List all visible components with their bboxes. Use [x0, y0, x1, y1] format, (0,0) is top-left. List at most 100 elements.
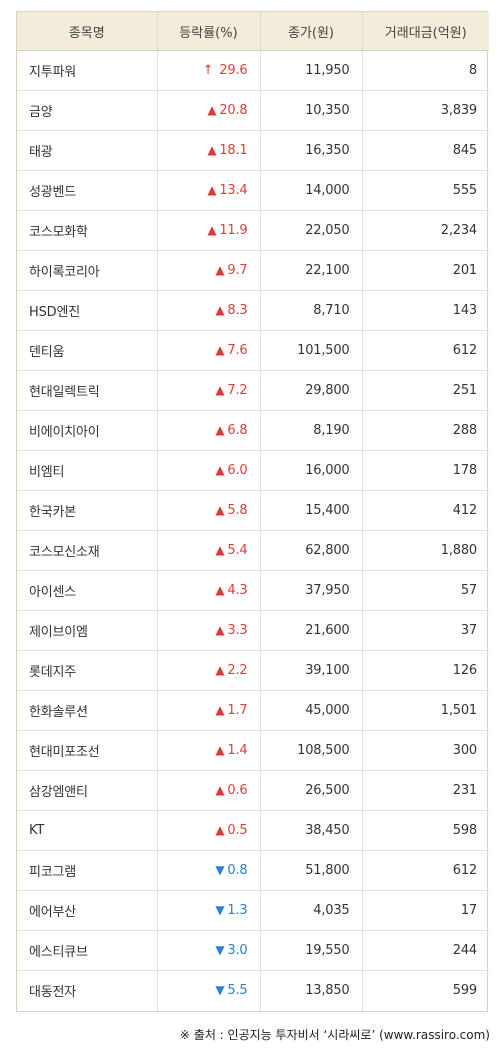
- up-triangle-icon: ▲: [215, 623, 225, 637]
- header-close: 종가(원): [259, 12, 362, 51]
- up-triangle-icon: ▲: [215, 503, 225, 517]
- change-value: 6.0: [227, 463, 248, 478]
- up-triangle-icon: ▲: [215, 263, 225, 277]
- change-value: 2.2: [227, 663, 248, 678]
- trade-volume: 1,501: [361, 690, 489, 731]
- trade-volume: 845: [361, 130, 489, 171]
- change-rate: ▲ 7.6: [156, 330, 260, 371]
- change-rate: ▲ 20.8: [156, 90, 260, 131]
- trade-volume: 598: [361, 810, 489, 851]
- change-value: 13.4: [219, 183, 248, 198]
- close-price: 45,000: [259, 690, 362, 731]
- stock-name: 한국카본: [17, 490, 157, 531]
- up-triangle-icon: ▲: [207, 183, 217, 197]
- stock-table-container: 종목명 등락률(%) 종가(원) 거래대금(억원) 지투파워 ↑ 29.6 11,95…: [16, 11, 489, 1012]
- table-row: 에어부산 ▼ 1.3 4,035 17: [17, 890, 489, 931]
- up-triangle-icon: ▲: [215, 303, 225, 317]
- up-triangle-icon: ▲: [207, 103, 217, 117]
- change-value: 5.5: [227, 983, 248, 999]
- change-rate: ▲ 8.3: [156, 290, 260, 331]
- stock-name: 하이록코리아: [17, 250, 157, 291]
- stock-name: 대동전자: [29, 985, 77, 1001]
- trade-volume: 37: [361, 610, 489, 651]
- up-triangle-icon: ▲: [215, 663, 225, 677]
- change-value: 0.6: [227, 783, 248, 798]
- change-value: 7.6: [227, 343, 248, 358]
- stock-name: 비엠티: [17, 450, 157, 491]
- table-row: 하이록코리아 ▲ 9.7 22,100 201: [17, 250, 489, 291]
- trade-volume: 3,839: [361, 90, 489, 131]
- change-rate: ▼ 5.5: [156, 970, 260, 1011]
- up-triangle-icon: ▲: [215, 703, 225, 717]
- stock-name: 현대일렉트릭: [17, 370, 157, 411]
- change-rate: ▲ 7.2: [156, 370, 260, 411]
- header-name: 종목명: [17, 12, 157, 51]
- table-row: 제이브이엠 ▲ 3.3 21,600 37: [17, 610, 489, 651]
- table-row: 코스모화학 ▲ 11.9 22,050 2,234: [17, 210, 489, 251]
- table-row: 현대미포조선 ▲ 1.4 108,500 300: [17, 730, 489, 771]
- change-rate: ↑ 29.6: [156, 50, 260, 91]
- change-value: 1.4: [227, 743, 248, 758]
- source-note: ※ 출처 : 인공지능 투자비서 ‘시라씨로’ (www.rassiro.com…: [179, 1028, 490, 1042]
- change-rate: ▲ 4.3: [156, 570, 260, 611]
- stock-name: 에어부산: [17, 890, 157, 931]
- close-price: 38,450: [259, 810, 362, 851]
- close-price: 37,950: [259, 570, 362, 611]
- close-price: 108,500: [259, 730, 362, 771]
- up-triangle-icon: ▲: [215, 823, 225, 837]
- close-price: 26,500: [259, 770, 362, 811]
- change-rate: ▲ 1.4: [156, 730, 260, 771]
- change-value: 8.3: [227, 303, 248, 318]
- change-rate: ▲ 2.2: [156, 650, 260, 691]
- up-triangle-icon: ▲: [215, 343, 225, 357]
- trade-volume: 412: [361, 490, 489, 531]
- change-value: 18.1: [219, 143, 248, 158]
- close-price: 22,100: [259, 250, 362, 291]
- trade-volume: 126: [361, 650, 489, 691]
- trade-volume: 8: [361, 50, 489, 91]
- table-row: 한화솔루션 ▲ 1.7 45,000 1,501: [17, 690, 489, 731]
- table-row: 현대일렉트릭 ▲ 7.2 29,800 251: [17, 370, 489, 411]
- stock-name: 코스모신소재: [17, 530, 157, 571]
- close-price: 62,800: [259, 530, 362, 571]
- change-value: 7.2: [227, 383, 248, 398]
- down-triangle-icon: ▼: [215, 903, 225, 917]
- stock-table: 종목명 등락률(%) 종가(원) 거래대금(억원) 지투파워 ↑ 29.6 11,95…: [17, 12, 489, 1011]
- trade-volume: 1,880: [361, 530, 489, 571]
- close-price: 101,500: [259, 330, 362, 371]
- up-triangle-icon: ▲: [215, 383, 225, 397]
- change-value: 6.8: [227, 423, 248, 438]
- table-header-row: 종목명 등락률(%) 종가(원) 거래대금(억원): [17, 12, 489, 51]
- stock-name: 지투파워: [17, 50, 157, 91]
- trade-volume: 612: [361, 330, 489, 371]
- table-row: 지투파워 ↑ 29.6 11,950 8: [17, 50, 489, 91]
- close-price: 8,190: [259, 410, 362, 451]
- header-change: 등락률(%): [156, 12, 260, 51]
- close-price: 14,000: [259, 170, 362, 211]
- down-triangle-icon: ▼: [215, 863, 225, 877]
- table-row: 에스티큐브 ▼ 3.0 19,550 244: [17, 930, 489, 971]
- close-price: 16,000: [259, 450, 362, 491]
- close-price: 4,035: [259, 890, 362, 931]
- table-row: 비엠티 ▲ 6.0 16,000 178: [17, 450, 489, 491]
- table-body: 지투파워 ↑ 29.6 11,950 8 금양 ▲ 20.8 10,350 3,839 태광 ▲ 18.…: [17, 50, 489, 1011]
- change-rate: ▲ 13.4: [156, 170, 260, 211]
- close-price: 16,350: [259, 130, 362, 171]
- change-rate: ▲ 5.8: [156, 490, 260, 531]
- table-row: 태광 ▲ 18.1 16,350 845: [17, 130, 489, 171]
- stock-name: 코스모화학: [17, 210, 157, 251]
- stock-name: 비에이치아이: [17, 410, 157, 451]
- close-price: 8,710: [259, 290, 362, 331]
- stock-name: 제이브이엠: [17, 610, 157, 651]
- trade-volume: 57: [361, 570, 489, 611]
- change-value: 4.3: [227, 583, 248, 598]
- header-volume: 거래대금(억원): [361, 12, 489, 51]
- up-triangle-icon: ▲: [215, 783, 225, 797]
- change-value: 9.7: [227, 263, 248, 278]
- change-rate: ▲ 3.3: [156, 610, 260, 651]
- stock-name: HSD엔진: [17, 290, 157, 331]
- change-rate: ▲ 0.5: [156, 810, 260, 851]
- trade-volume: 244: [361, 930, 489, 971]
- up-triangle-icon: ▲: [215, 583, 225, 597]
- table-row: 피코그램 ▼ 0.8 51,800 612: [17, 850, 489, 891]
